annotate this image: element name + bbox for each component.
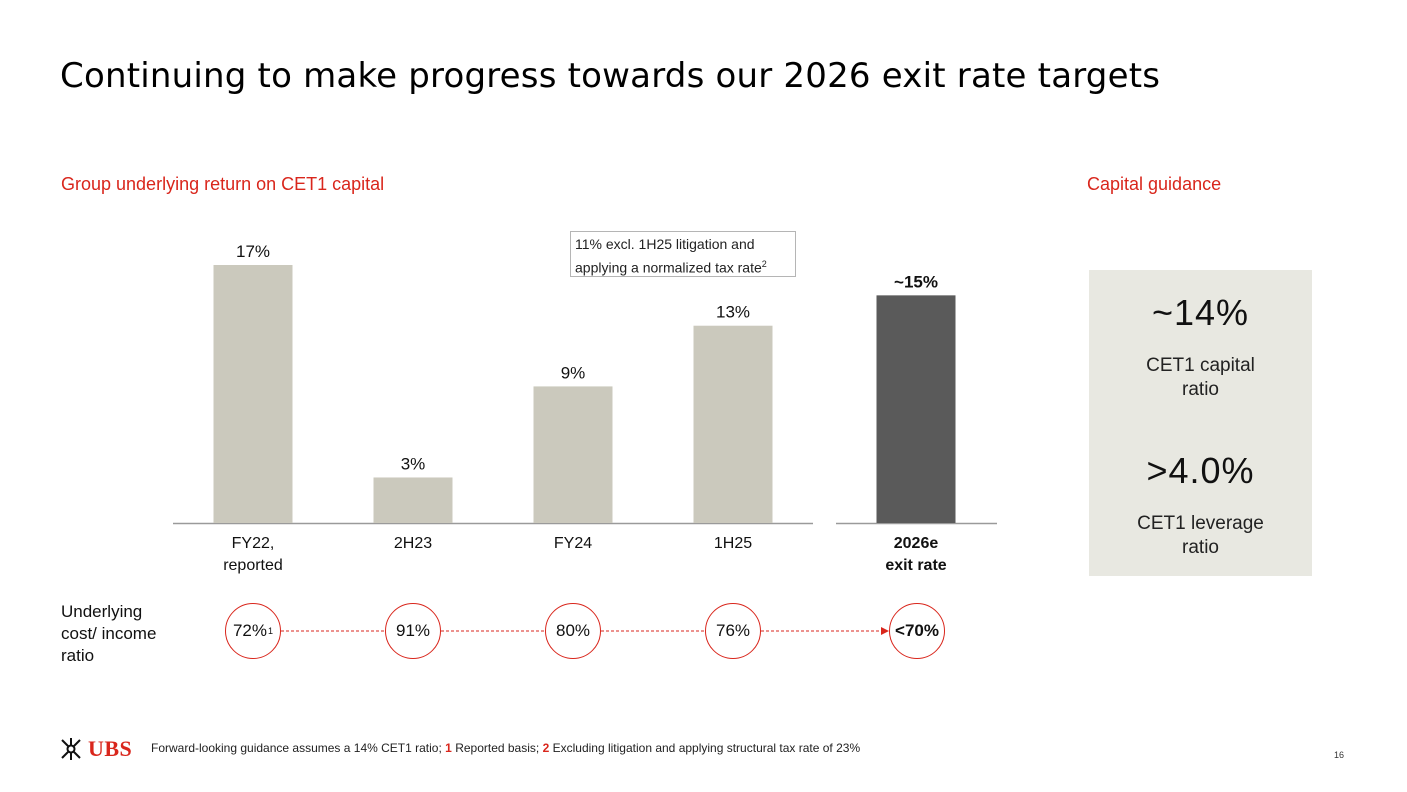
page-number: 16 xyxy=(1334,750,1345,760)
cost-income-title: Underlying cost/ income ratio xyxy=(61,602,157,665)
data-label-fy24: 9% xyxy=(561,363,586,382)
category-label-1h25: 1H25 xyxy=(713,535,753,552)
category-label-fy22: FY22, reported xyxy=(223,535,283,574)
cet1-leverage-value: >4.0% xyxy=(1146,450,1255,491)
cost-income-circle-fy22: 72% 1 xyxy=(225,603,281,659)
cet1-leverage-label: CET1 leverage ratio xyxy=(1137,513,1264,558)
category-label-2026e: 2026e exit rate xyxy=(885,535,947,574)
guidance-section-label: Capital guidance xyxy=(1087,174,1222,194)
bar-2026e xyxy=(876,295,956,523)
category-label-2h23: 2H23 xyxy=(393,535,433,552)
bar-fy22 xyxy=(213,265,293,523)
data-label-2h23: 3% xyxy=(401,454,426,473)
ubs-logo: UBS xyxy=(58,736,132,762)
bar-2h23 xyxy=(373,477,453,523)
cet1-capital-value: ~14% xyxy=(1151,292,1250,333)
chart-annotation-callout: 11% excl. 1H25 litigation and applying a… xyxy=(570,231,796,277)
annotation-footnote-ref: 2 xyxy=(761,259,767,269)
footnote: Forward-looking guidance assumes a 14% C… xyxy=(151,741,861,755)
cet1-capital-label: CET1 capital ratio xyxy=(1146,355,1255,400)
data-label-fy22: 17% xyxy=(236,242,270,261)
data-label-2026e: ~15% xyxy=(894,272,938,291)
cost-income-circle-2h23: 91% xyxy=(385,603,441,659)
data-label-1h25: 13% xyxy=(716,303,750,322)
keys-icon xyxy=(61,738,81,760)
annotation-line-2: applying a normalized tax rate xyxy=(575,259,762,276)
capital-guidance-box: ~14% CET1 capital ratio >4.0% CET1 levera… xyxy=(1089,270,1312,576)
cost-income-circle-1h25: 76% xyxy=(705,603,761,659)
bar-fy24 xyxy=(533,386,613,523)
cost-income-circle-fy24: 80% xyxy=(545,603,601,659)
category-label-fy24: FY24 xyxy=(553,535,593,552)
bar-1h25 xyxy=(693,325,773,523)
cost-income-circle-2026e: <70% xyxy=(889,603,945,659)
page-title: Continuing to make progress towards our … xyxy=(60,56,1161,96)
annotation-line-1: 11% excl. 1H25 litigation and xyxy=(575,236,755,252)
ubs-logo-text: UBS xyxy=(88,736,133,761)
chart-section-label: Group underlying return on CET1 capital xyxy=(61,174,385,194)
